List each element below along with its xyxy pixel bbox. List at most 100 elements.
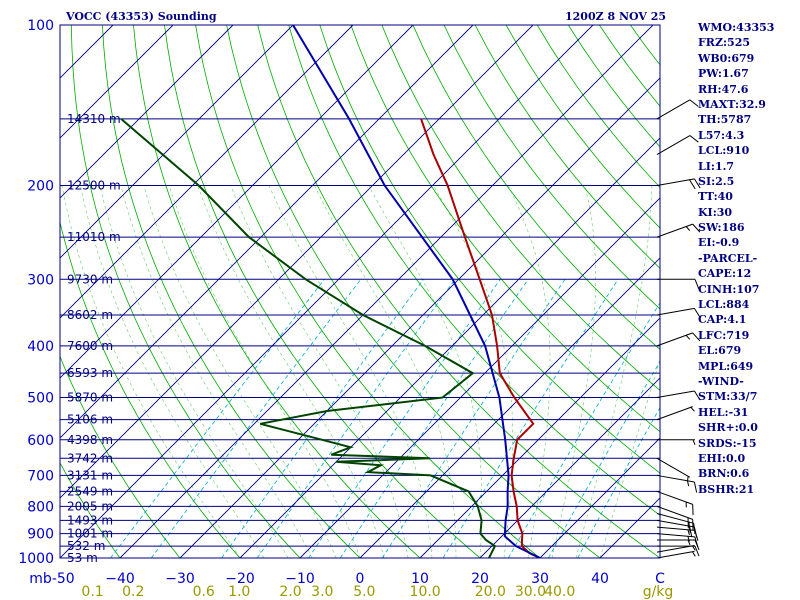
mixing-ratio-layer — [110, 279, 660, 558]
wind-barb-flag — [693, 523, 696, 535]
temperature-tick-label: 0 — [356, 571, 365, 587]
wind-barb-half-flag — [692, 551, 696, 557]
height-label: 3131 m — [67, 468, 113, 482]
wind-barb — [657, 545, 700, 557]
axis-label-layer: 14310 m 12500 m 11010 m 9730 m 8602 m 7600 m 6… — [18, 18, 673, 600]
sounding-param: FRZ:525 — [698, 36, 751, 50]
wind-barb-half-flag — [687, 539, 691, 546]
height-label: 53 m — [67, 551, 98, 565]
isotherm-line — [359, 257, 660, 558]
chart-datetime: 1200Z 8 NOV 25 — [565, 10, 666, 23]
wind-barb — [656, 135, 699, 155]
wind-barb — [656, 505, 694, 531]
wind-barb-flag — [692, 223, 701, 233]
wind-barb-half-flag — [692, 439, 696, 445]
sounding-parameters: WMO:43353 FRZ:525 WB0:679 PW:1.67 RH:47.6 MAX… — [698, 20, 798, 497]
sounding-param: WB0:679 — [698, 51, 755, 65]
isotherm-line — [179, 77, 660, 558]
height-label: 532 m — [67, 539, 105, 553]
isotherm-line — [239, 137, 660, 558]
mixing-ratio-unit-label: g/kg — [643, 584, 674, 600]
sounding-param: EHI:0.0 — [698, 451, 746, 465]
wind-barb-flag — [689, 135, 699, 143]
height-label: 4398 m — [67, 433, 113, 447]
wind-barb — [656, 512, 696, 535]
wind-barb-staff — [656, 307, 695, 316]
mixing-ratio-label: 40.0 — [544, 584, 575, 600]
mixing-ratio-line — [110, 279, 325, 558]
wind-barb-staff — [656, 512, 694, 524]
wind-barb-staff — [656, 178, 695, 186]
moist-adiabat-line — [575, 185, 653, 558]
sounding-param: KI:30 — [698, 205, 733, 219]
moist-adiabat-layer — [61, 185, 660, 558]
sounding-param: STM:33/7 — [698, 390, 758, 404]
wind-barb-half-flag — [687, 480, 690, 487]
height-label: 5106 m — [67, 413, 113, 427]
wind-barb-flag — [689, 179, 696, 190]
wind-barb-staff — [656, 406, 693, 421]
sounding-param: LI:1.7 — [698, 159, 735, 173]
wind-barb — [657, 278, 700, 290]
wind-barb — [656, 457, 691, 482]
sounding-param: CINH:107 — [698, 282, 760, 296]
isobar-layer — [60, 118, 660, 559]
isotherm-line — [60, 25, 534, 499]
isotherm-line — [60, 25, 414, 379]
wind-barb-flag — [693, 481, 698, 493]
height-label: 9730 m — [67, 272, 113, 286]
sounding-param: CAP:4.1 — [698, 313, 747, 327]
wind-barb — [656, 178, 701, 190]
wind-barb-layer — [656, 99, 701, 559]
wind-barb — [656, 99, 699, 120]
sounding-param: CAPE:12 — [698, 267, 752, 281]
wind-barb-half-flag — [686, 476, 689, 482]
pressure-tick-label: 700 — [27, 468, 54, 484]
wind-barb — [656, 545, 696, 553]
temperature-tick-label: −10 — [285, 571, 315, 587]
wind-barb-flag — [693, 178, 701, 189]
moist-adiabat-line — [80, 185, 265, 558]
sounding-param: SW:186 — [698, 221, 745, 235]
wind-barb — [656, 406, 695, 421]
isotherm-line — [60, 25, 234, 199]
sounding-param: -WIND- — [698, 374, 744, 388]
sounding-param: RH:47.6 — [698, 82, 749, 96]
wind-barb — [656, 332, 701, 347]
sounding-param: MPL:649 — [698, 359, 754, 373]
moist-adiabat-line — [314, 185, 457, 558]
pressure-tick-label: 100 — [27, 18, 54, 34]
temperature-tick-label: 20 — [471, 571, 489, 587]
dry-adiabat-line — [133, 25, 421, 558]
height-label: 2005 m — [67, 499, 113, 513]
mixing-ratio-line — [442, 279, 619, 558]
dry-adiabat-line — [164, 25, 481, 558]
temperature-tick-label: −30 — [165, 571, 195, 587]
wind-barb — [656, 550, 696, 559]
pressure-tick-label: 400 — [27, 339, 54, 355]
moist-adiabat-line — [268, 185, 433, 558]
sounding-param: LFC:719 — [698, 328, 750, 342]
height-label: 6593 m — [67, 366, 113, 380]
isotherm-line — [479, 377, 660, 558]
dewpoint-line — [120, 118, 497, 558]
wind-barb-flag — [694, 545, 700, 557]
pressure-tick-label: 600 — [27, 433, 54, 449]
moist-adiabat-line — [507, 185, 551, 558]
wind-barb — [656, 474, 698, 493]
sounding-param: BRN:0.6 — [698, 467, 750, 481]
wind-barb-staff — [656, 457, 691, 478]
wind-barb-half-flag — [685, 226, 691, 231]
isotherm-line — [60, 25, 474, 439]
height-label: 3742 m — [67, 451, 113, 465]
wind-barb-staff — [656, 545, 695, 553]
wind-barb-staff — [656, 332, 693, 347]
temperature-tick-label: 30 — [531, 571, 549, 587]
mixing-ratio-line — [339, 279, 529, 558]
wind-barb-flag — [688, 521, 691, 533]
temperature-tick-label: 10 — [411, 571, 429, 587]
mixing-ratio-label: 20.0 — [475, 584, 506, 600]
wind-barb — [656, 533, 699, 548]
sounding-param: BSHR:21 — [698, 482, 755, 496]
